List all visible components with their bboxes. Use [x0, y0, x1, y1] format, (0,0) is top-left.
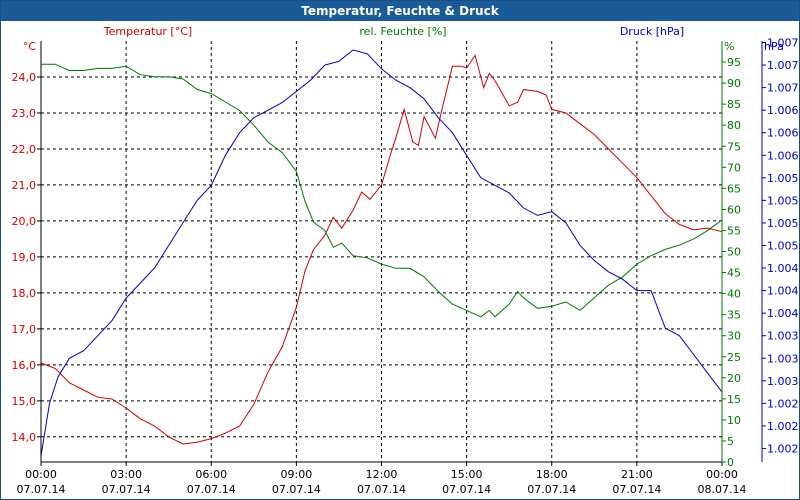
y-right1-tick-label: 5 — [727, 435, 734, 448]
y-right1-tick-label: 55 — [727, 224, 741, 237]
y-left-tick-label: 24,0 — [12, 71, 37, 84]
y-right2-tick-label: 1.003 — [767, 375, 799, 388]
y-left-tick-label: 20,0 — [12, 215, 37, 228]
x-tick-label-time: 00:00 — [706, 468, 738, 481]
y-right1-tick-label: 65 — [727, 182, 741, 195]
y-right2-tick-label: 1.006 — [767, 127, 799, 140]
y-left-tick-label: 14,0 — [12, 431, 37, 444]
x-tick-label-time: 12:00 — [366, 468, 398, 481]
y-right1-tick-label: 10 — [727, 414, 741, 427]
y-right2-tick-label: 1.002 — [767, 420, 799, 433]
y-left-tick-label: 22,0 — [12, 143, 37, 156]
x-tick-label-date: 07.07.14 — [527, 483, 576, 496]
series-line-humidity — [41, 63, 723, 318]
x-tick-label-date: 07.07.14 — [357, 483, 406, 496]
y-left-tick-label: 21,0 — [12, 179, 37, 192]
y-right2-tick-label: 1.004 — [767, 285, 799, 298]
y-right2-tick-label: 1.005 — [767, 217, 799, 230]
y-right2-tick-label: 1.004 — [767, 262, 799, 275]
unit-label-percent: % — [724, 40, 734, 53]
unit-label-hpa: hPa — [764, 40, 784, 53]
y-right2-tick-label: 1.002 — [767, 397, 799, 410]
y-right1-tick-label: 25 — [727, 351, 741, 364]
y-right1-tick-label: 90 — [727, 77, 741, 90]
y-right2-tick-label: 1.006 — [767, 104, 799, 117]
x-tick-label-date: 07.07.14 — [17, 483, 66, 496]
y-right2-tick-label: 1.004 — [767, 307, 799, 320]
y-right1-tick-label: 0 — [727, 456, 734, 469]
unit-label-celsius: °C — [23, 40, 37, 53]
axes — [37, 41, 766, 466]
y-left-tick-label: 16,0 — [12, 359, 37, 372]
y-right2-tick-label: 1.003 — [767, 352, 799, 365]
y-right2-tick-label: 1.003 — [767, 330, 799, 343]
x-tick-label-time: 15:00 — [451, 468, 483, 481]
x-tick-label-time: 06:00 — [195, 468, 227, 481]
grid — [41, 41, 722, 462]
y-right2-tick-label: 1.005 — [767, 239, 799, 252]
y-left-tick-label: 15,0 — [12, 395, 37, 408]
x-tick-label-date: 07.07.14 — [272, 483, 321, 496]
axis-labels: 00:00 07.07.14 03:00 07.07.14 06:00 07.07.14 0… — [12, 25, 799, 496]
x-tick-label-date: 08.07.14 — [698, 483, 747, 496]
x-tick-label-date: 07.07.14 — [442, 483, 491, 496]
y-right1-tick-label: 70 — [727, 161, 741, 174]
y-right2-tick-label: 1.007 — [767, 59, 799, 72]
x-tick-label-time: 03:00 — [110, 468, 142, 481]
y-right1-tick-label: 15 — [727, 393, 741, 406]
y-right1-tick-label: 80 — [727, 119, 741, 132]
y-right2-tick-label: 1.006 — [767, 149, 799, 162]
chart-title: Temperatur, Feuchte & Druck — [1, 1, 799, 21]
series-title-humidity: rel. Feuchte [%] — [359, 25, 446, 38]
x-tick-label-time: 21:00 — [621, 468, 653, 481]
x-tick-label-time: 09:00 — [281, 468, 313, 481]
series-lines — [40, 49, 723, 457]
y-right1-tick-label: 40 — [727, 288, 741, 301]
y-right1-tick-label: 30 — [727, 330, 741, 343]
y-right1-tick-label: 20 — [727, 372, 741, 385]
y-right2-tick-label: 1.007 — [767, 82, 799, 95]
x-tick-label-date: 07.07.14 — [612, 483, 661, 496]
y-right1-tick-label: 45 — [727, 267, 741, 280]
series-line-pressure — [40, 49, 723, 457]
y-right1-tick-label: 85 — [727, 98, 741, 111]
x-tick-label-date: 07.07.14 — [187, 483, 236, 496]
y-right1-tick-label: 75 — [727, 140, 741, 153]
x-tick-label-time: 00:00 — [25, 468, 57, 481]
x-tick-label-date: 07.07.14 — [102, 483, 151, 496]
y-left-tick-label: 23,0 — [12, 107, 37, 120]
y-right2-tick-label: 1.007 — [767, 37, 799, 50]
series-title-temperature: Temperatur [°C] — [103, 25, 192, 38]
y-left-tick-label: 17,0 — [12, 323, 37, 336]
series-line-temperature — [40, 54, 723, 445]
y-right1-tick-label: 50 — [727, 246, 741, 259]
y-left-tick-label: 19,0 — [12, 251, 37, 264]
x-tick-label-time: 18:00 — [536, 468, 568, 481]
series-title-pressure: Druck [hPa] — [620, 25, 684, 38]
y-right1-tick-label: 95 — [727, 56, 741, 69]
y-right2-tick-label: 1.005 — [767, 194, 799, 207]
y-right2-tick-label: 1.005 — [767, 172, 799, 185]
y-right1-tick-label: 60 — [727, 203, 741, 216]
y-right2-tick-label: 1.002 — [767, 442, 799, 455]
y-left-tick-label: 18,0 — [12, 287, 37, 300]
y-right1-tick-label: 35 — [727, 309, 741, 322]
